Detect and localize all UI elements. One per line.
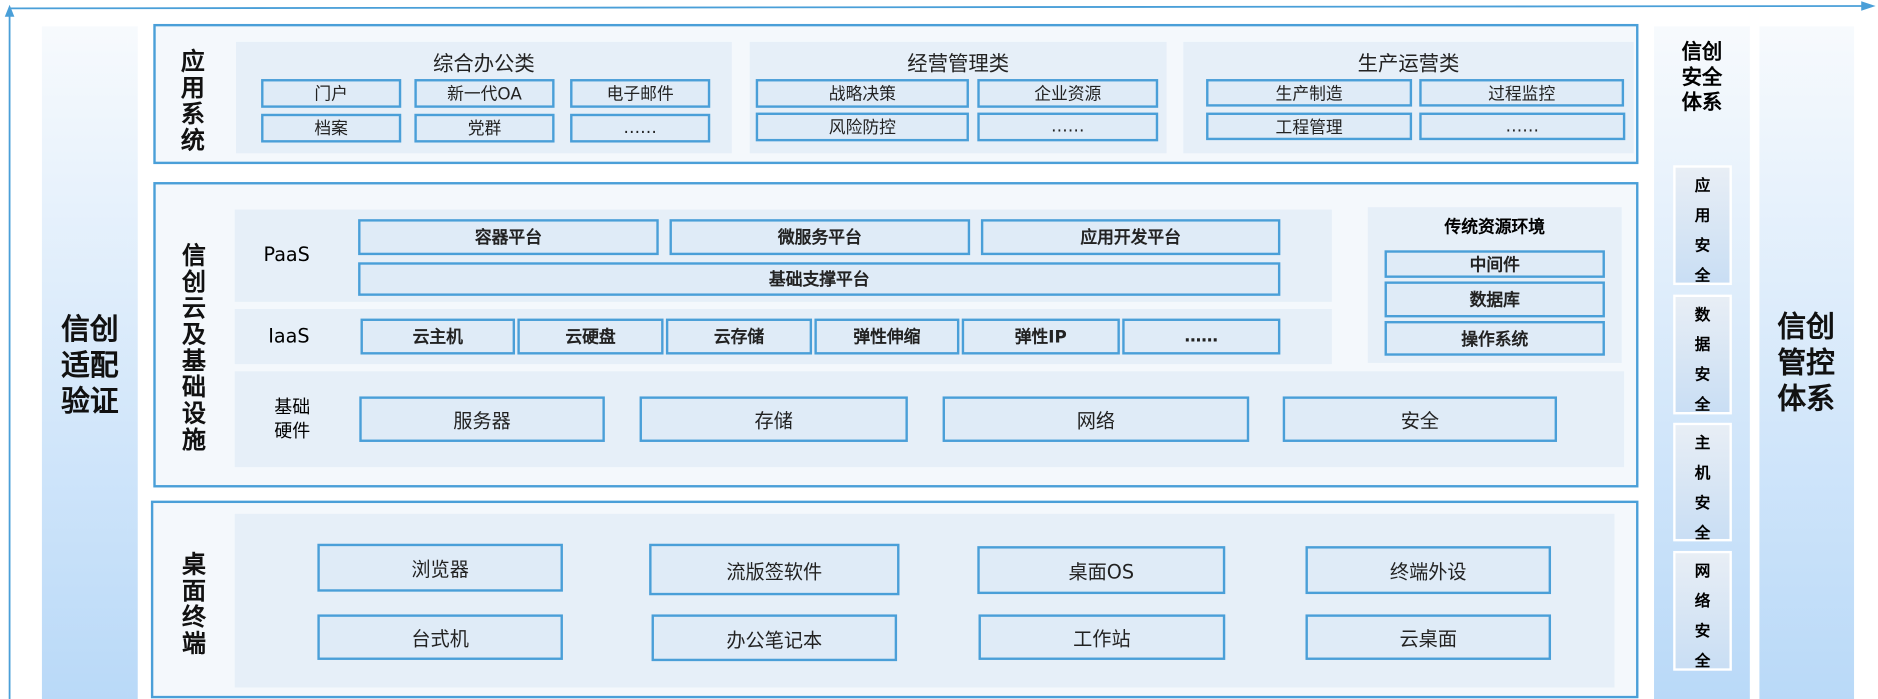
desktop-item[interactable]: 云桌面: [1305, 614, 1552, 660]
app-item[interactable]: 档案: [261, 113, 402, 143]
paas-panel: PaaS 容器平台 微服务平台 应用开发平台 基础支撑平台: [234, 209, 1332, 302]
desktop-item[interactable]: 终端外设: [1305, 546, 1552, 595]
hardware-label: 基础硬件: [274, 396, 311, 442]
app-item[interactable]: ……: [570, 113, 711, 143]
group-title: 经营管理类: [907, 52, 1010, 77]
traditional-title: 传统资源环境: [1444, 217, 1546, 238]
desktop-item[interactable]: 桌面OS: [977, 546, 1226, 595]
app-item[interactable]: ……: [977, 112, 1159, 142]
paas-item[interactable]: 应用开发平台: [980, 219, 1281, 256]
iaas-label: IaaS: [268, 324, 310, 348]
iaas-item[interactable]: 云主机: [360, 318, 516, 355]
security-item[interactable]: 主机安全: [1673, 422, 1732, 543]
desktop-label: 桌面终端: [182, 549, 207, 658]
desktop-item[interactable]: 浏览器: [317, 543, 563, 592]
app-item[interactable]: 党群: [414, 113, 555, 143]
iaas-item[interactable]: 云存储: [665, 318, 813, 355]
hardware-panel: 基础硬件 服务器 存储 网络 安全: [234, 371, 1625, 468]
hardware-item[interactable]: 安全: [1282, 396, 1558, 442]
app-item[interactable]: 电子邮件: [570, 79, 711, 108]
hardware-item[interactable]: 存储: [639, 396, 908, 442]
iaas-item[interactable]: 弹性伸缩: [814, 318, 960, 355]
security-system-column: 信创安全体系 应用安全 数据安全 主机安全 网络安全: [1654, 26, 1750, 699]
business-group: 经营管理类 战略决策 企业资源 风险防控 ……: [749, 41, 1167, 154]
desktop-panel: 浏览器 流版签软件 桌面OS 终端外设 台式机 办公笔记本 工作站 云桌面: [234, 513, 1615, 688]
app-system-section: 应用系统 综合办公类 门户 新一代OA 电子邮件 档案 党群 …… 经营管理类 …: [153, 23, 1639, 165]
iaas-item[interactable]: 弹性IP: [961, 318, 1120, 355]
hardware-item[interactable]: 网络: [942, 396, 1250, 442]
desktop-terminal-section: 桌面终端 浏览器 流版签软件 桌面OS 终端外设 台式机 办公笔记本 工作站 云…: [150, 500, 1639, 699]
adaptation-verification-title: 信创适配验证: [61, 312, 119, 418]
app-item[interactable]: 战略决策: [755, 79, 969, 108]
iaas-item[interactable]: 云硬盘: [517, 318, 664, 355]
security-item[interactable]: 数据安全: [1673, 294, 1732, 415]
traditional-item[interactable]: 操作系统: [1384, 320, 1605, 356]
desktop-item[interactable]: 台式机: [317, 614, 563, 660]
iaas-item[interactable]: ……: [1122, 318, 1281, 355]
app-item[interactable]: 风险防控: [755, 112, 969, 142]
traditional-panel: 传统资源环境 中间件 数据库 操作系统: [1367, 207, 1622, 363]
paas-item[interactable]: 基础支撑平台: [358, 262, 1281, 296]
app-item[interactable]: 工程管理: [1206, 112, 1413, 141]
security-item[interactable]: 网络安全: [1673, 550, 1732, 671]
cloud-label: 信创云及基础设施: [182, 240, 207, 454]
desktop-item[interactable]: 流版签软件: [649, 543, 900, 596]
paas-label: PaaS: [263, 243, 310, 266]
desktop-item[interactable]: 工作站: [978, 614, 1226, 660]
traditional-item[interactable]: 数据库: [1384, 281, 1605, 318]
app-item[interactable]: 门户: [261, 79, 402, 108]
app-item[interactable]: ……: [1419, 112, 1626, 141]
app-item[interactable]: 企业资源: [977, 79, 1159, 108]
paas-item[interactable]: 容器平台: [358, 219, 659, 256]
control-system-title: 信创管控体系: [1777, 310, 1835, 416]
office-group: 综合办公类 门户 新一代OA 电子邮件 档案 党群 ……: [235, 41, 732, 154]
traditional-item[interactable]: 中间件: [1384, 250, 1605, 278]
group-title: 生产运营类: [1357, 52, 1460, 77]
group-title: 综合办公类: [432, 52, 535, 77]
app-system-label: 应用系统: [180, 46, 205, 155]
desktop-item[interactable]: 办公笔记本: [651, 614, 898, 662]
security-system-title: 信创安全体系: [1681, 40, 1723, 115]
cloud-infrastructure-section: 信创云及基础设施 PaaS 容器平台 微服务平台 应用开发平台 基础支撑平台 I…: [153, 182, 1639, 488]
hardware-item[interactable]: 服务器: [359, 396, 605, 442]
app-item[interactable]: 过程监控: [1419, 79, 1625, 107]
paas-item[interactable]: 微服务平台: [669, 219, 971, 256]
adaptation-verification-column: 信创适配验证: [41, 26, 138, 699]
iaas-panel: IaaS 云主机 云硬盘 云存储 弹性伸缩 弹性IP ……: [234, 309, 1332, 365]
app-item[interactable]: 生产制造: [1206, 79, 1413, 107]
security-item[interactable]: 应用安全: [1673, 165, 1732, 286]
production-group: 生产运营类 生产制造 过程监控 工程管理 ……: [1183, 41, 1634, 154]
control-system-column: 信创管控体系: [1759, 26, 1855, 699]
app-item[interactable]: 新一代OA: [414, 79, 555, 108]
